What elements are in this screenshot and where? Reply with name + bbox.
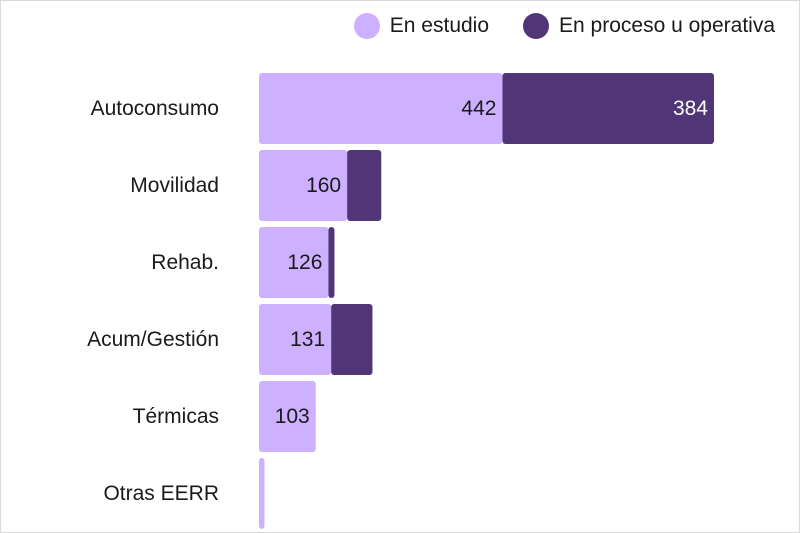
bar-otras-eerr-en-estudio [259, 458, 265, 529]
legend-swatch-en-estudio [353, 13, 380, 39]
value-label-autoconsumo-en-proceso-u-operativa: 384 [673, 97, 708, 120]
legend-label-en-estudio: En estudio [389, 14, 490, 37]
legend-item-en-proceso: En proceso u operativa [523, 13, 775, 39]
value-label-termicas-en-estudio: 103 [275, 405, 310, 428]
category-label-rehab: Rehab. [151, 251, 219, 274]
value-label-acum-gestion-en-estudio: 131 [290, 328, 325, 351]
bar-movilidad-en-proceso-u-operativa [347, 150, 382, 221]
category-label-termicas: Térmicas [133, 405, 219, 428]
category-label-otras-eerr: Otras EERR [103, 482, 219, 505]
bar-acum-gestion-en-estudio [259, 304, 332, 375]
bar-movilidad-en-estudio [259, 150, 348, 221]
bar-autoconsumo-en-estudio [259, 73, 503, 144]
legend: En estudio En proceso u operativa [353, 13, 775, 39]
bar-autoconsumo-en-proceso-u-operativa [502, 73, 714, 144]
value-label-rehab-en-estudio: 126 [287, 251, 322, 274]
value-label-autoconsumo-en-estudio: 442 [461, 97, 496, 120]
category-label-autoconsumo: Autoconsumo [91, 97, 219, 120]
legend-swatch-en-proceso [523, 13, 550, 39]
bar-acum-gestion-en-proceso-u-operativa [331, 304, 373, 375]
bar-rehab-en-proceso-u-operativa [328, 227, 335, 298]
legend-label-en-proceso: En proceso u operativa [559, 14, 775, 37]
legend-item-en-estudio: En estudio [353, 13, 490, 39]
category-label-acum-gestion: Acum/Gestión [87, 328, 219, 351]
value-label-movilidad-en-estudio: 160 [306, 174, 341, 197]
bar-rehab-en-estudio [259, 227, 329, 298]
bar-termicas-en-estudio [259, 381, 316, 452]
category-label-movilidad: Movilidad [130, 174, 219, 197]
